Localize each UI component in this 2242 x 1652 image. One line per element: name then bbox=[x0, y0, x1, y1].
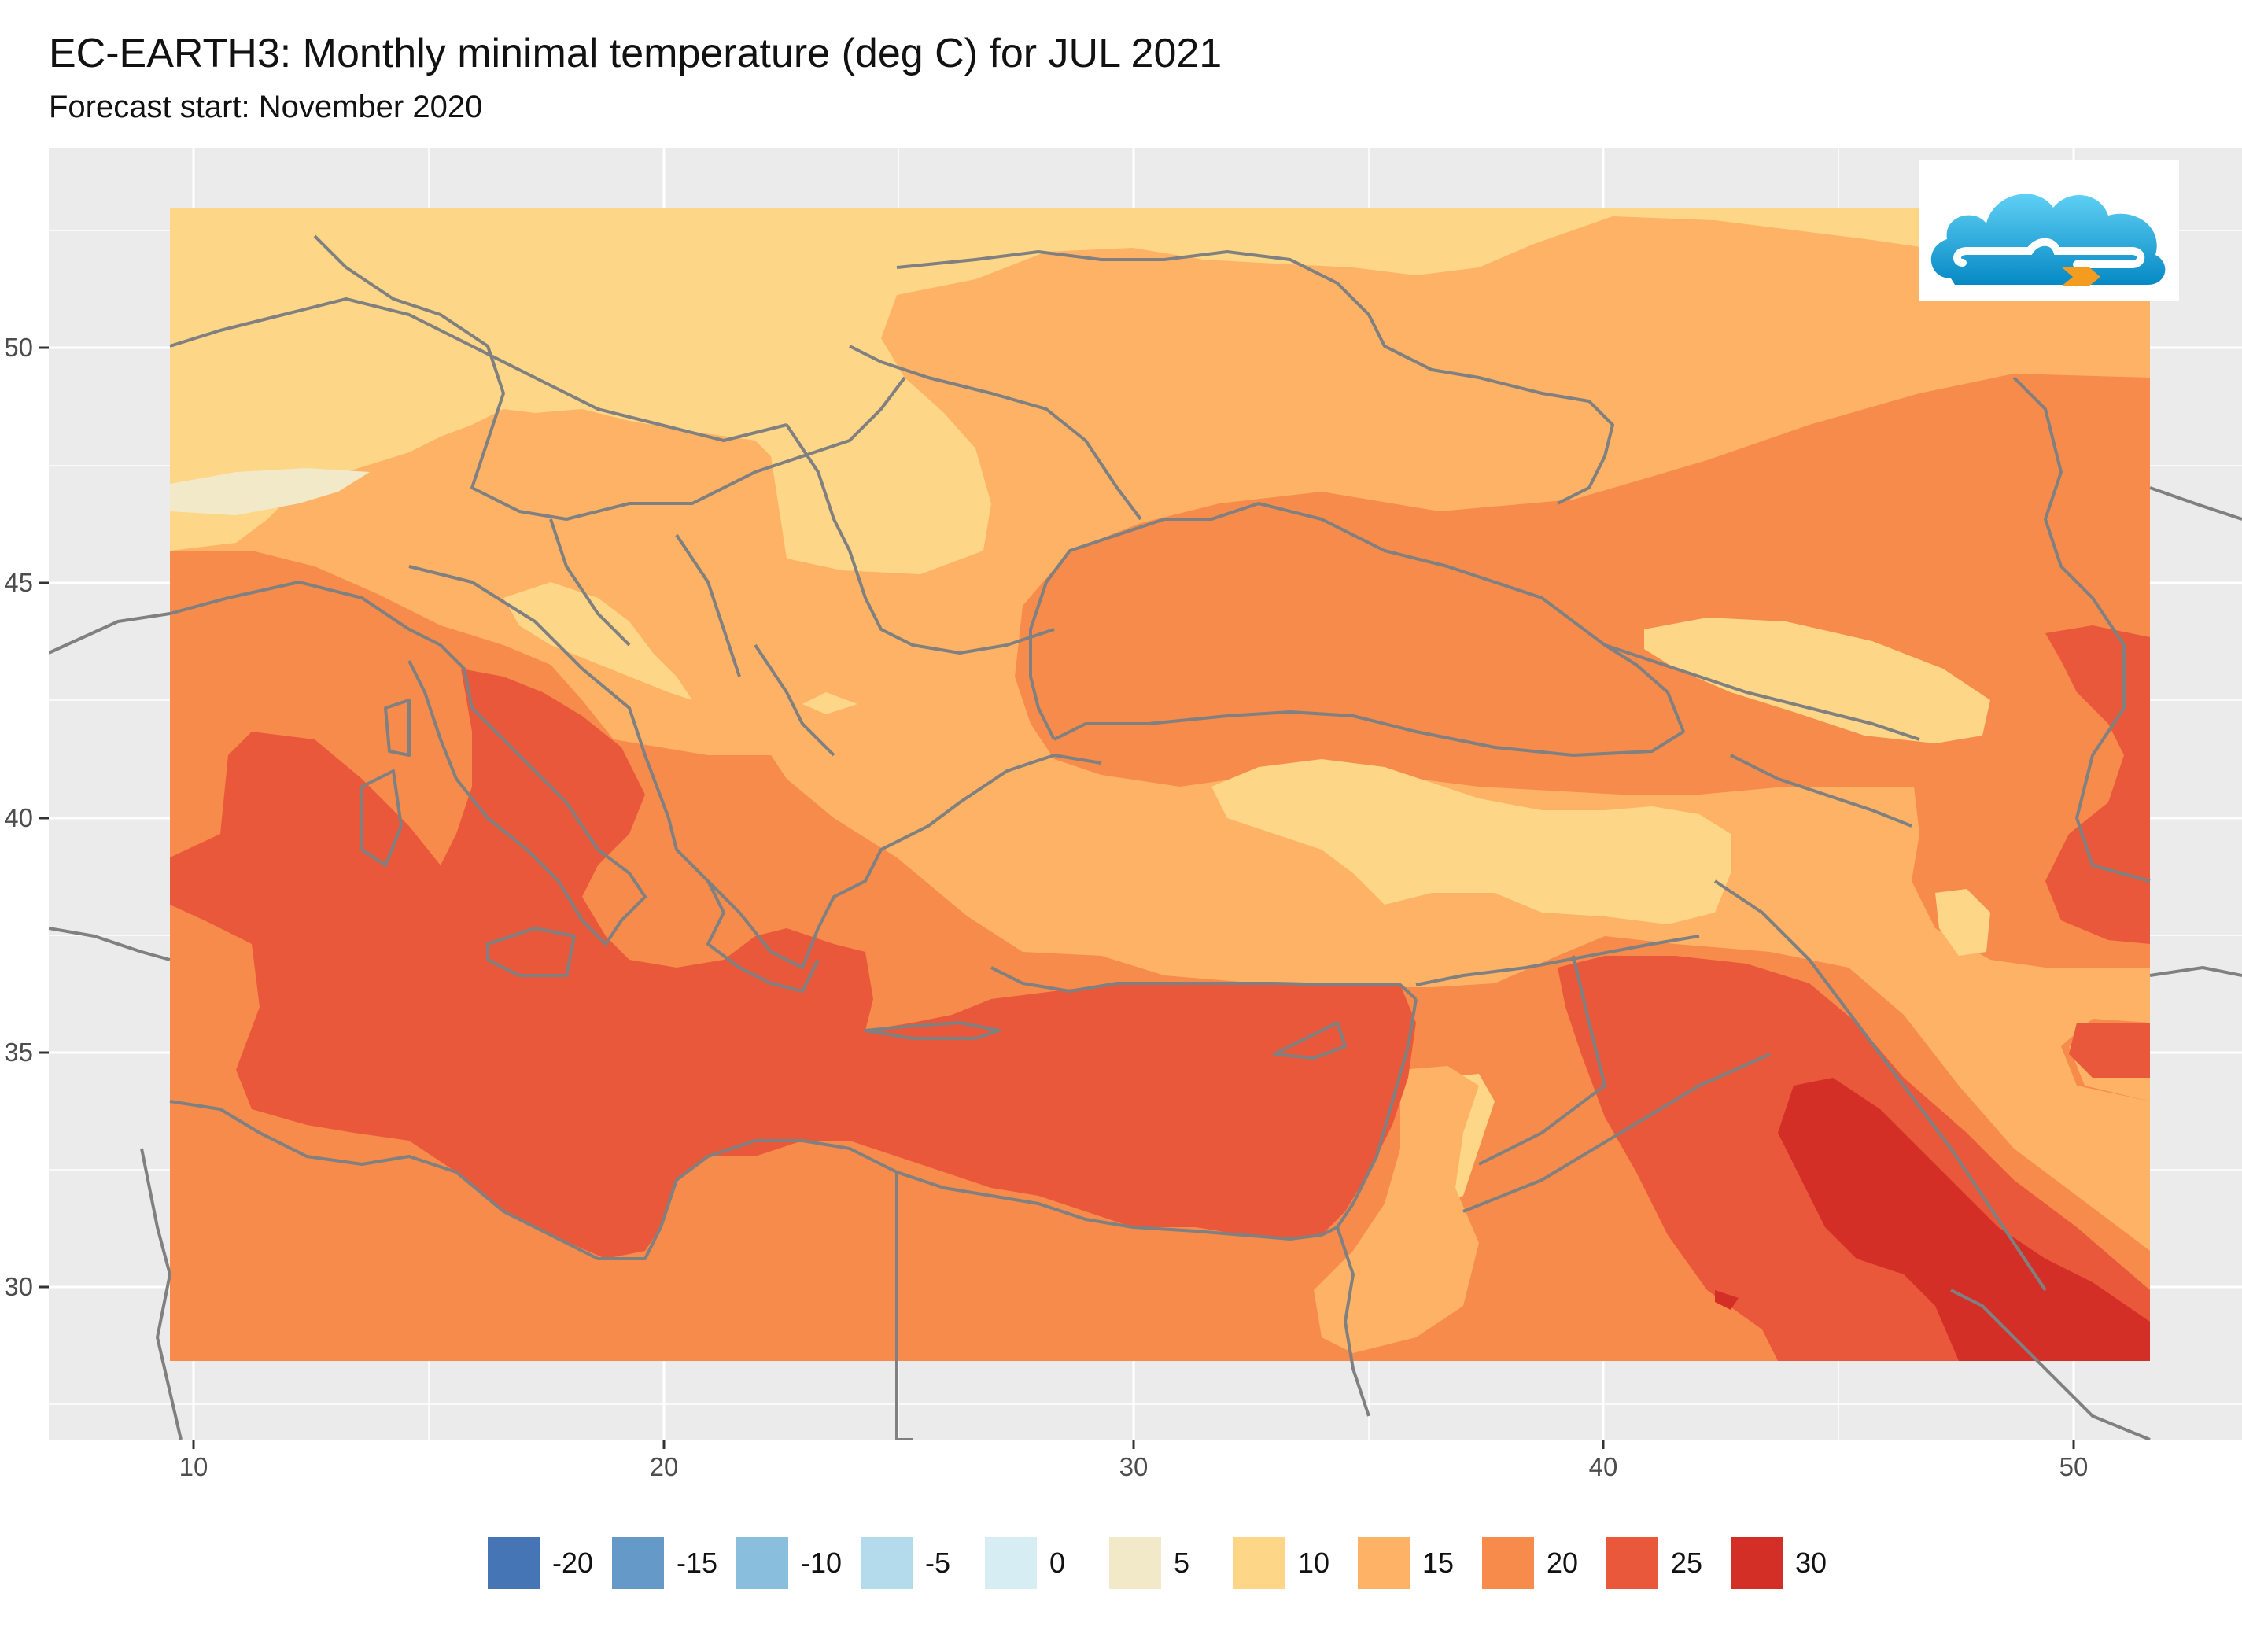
legend-label: 5 bbox=[1174, 1547, 1190, 1579]
legend-swatch bbox=[610, 1536, 666, 1591]
contour-30-small bbox=[1715, 1290, 1739, 1310]
legend-swatch bbox=[1232, 1536, 1287, 1591]
legend-label: -5 bbox=[925, 1547, 951, 1579]
y-tick-label: 45 bbox=[4, 568, 33, 597]
x-tick-label: 10 bbox=[179, 1452, 208, 1481]
temperature-contours bbox=[170, 208, 2150, 1361]
legend-swatch bbox=[1605, 1536, 1660, 1591]
x-axis-labels: 10 20 30 40 50 bbox=[179, 1452, 2089, 1481]
legend-item: 20 bbox=[1481, 1536, 1605, 1591]
legend-item: 25 bbox=[1605, 1536, 1729, 1591]
legend-label: 20 bbox=[1547, 1547, 1579, 1579]
legend-item: 30 bbox=[1729, 1536, 1853, 1591]
contour-10-dot bbox=[802, 692, 857, 714]
contour-25-corner bbox=[2069, 1023, 2150, 1078]
y-tick-label: 30 bbox=[4, 1272, 33, 1301]
legend-swatch bbox=[1729, 1536, 1784, 1591]
legend-swatch bbox=[1108, 1536, 1163, 1591]
legend-label: 25 bbox=[1671, 1547, 1703, 1579]
legend-item: -15 bbox=[610, 1536, 735, 1591]
contour-15-levant bbox=[1314, 1066, 1479, 1353]
cloud-logo-icon bbox=[1919, 160, 2179, 301]
legend-item: -20 bbox=[486, 1536, 610, 1591]
legend-item: 10 bbox=[1232, 1536, 1356, 1591]
legend-item: 0 bbox=[983, 1536, 1108, 1591]
legend-label: -10 bbox=[801, 1547, 843, 1579]
legend-swatch bbox=[1356, 1536, 1411, 1591]
contour-5 bbox=[170, 468, 370, 515]
y-axis-labels: 50 45 40 35 30 bbox=[4, 333, 33, 1301]
contour-30-gulf bbox=[1778, 1078, 2150, 1361]
contour-15-north bbox=[170, 208, 2150, 1251]
axis-ticks bbox=[39, 346, 2075, 1449]
legend-label: -15 bbox=[677, 1547, 718, 1579]
contour-10-caucasus bbox=[1644, 618, 1990, 743]
color-legend: -20 -15 -10 -5 0 5 10 15 20 25 30 bbox=[486, 1536, 1853, 1591]
legend-label: 0 bbox=[1049, 1547, 1066, 1579]
chart-subtitle: Forecast start: November 2020 bbox=[49, 90, 483, 124]
y-tick-label: 35 bbox=[4, 1038, 33, 1067]
legend-label: 30 bbox=[1795, 1547, 1827, 1579]
contour-10-balkans bbox=[503, 582, 692, 700]
x-tick-label: 50 bbox=[2059, 1452, 2089, 1481]
x-tick-label: 20 bbox=[650, 1452, 679, 1481]
legend-swatch bbox=[983, 1536, 1038, 1591]
legend-item: -5 bbox=[859, 1536, 983, 1591]
legend-label: 15 bbox=[1422, 1547, 1455, 1579]
x-tick-label: 40 bbox=[1589, 1452, 1618, 1481]
contour-10-iran bbox=[1935, 889, 1990, 956]
legend-swatch bbox=[735, 1536, 790, 1591]
legend-label: -20 bbox=[552, 1547, 594, 1579]
legend-swatch bbox=[1481, 1536, 1536, 1591]
contour-10-anatolia bbox=[1211, 759, 1731, 924]
legend-item: 5 bbox=[1108, 1536, 1232, 1591]
legend-item: 15 bbox=[1356, 1536, 1481, 1591]
legend-item: -10 bbox=[735, 1536, 859, 1591]
y-tick-label: 40 bbox=[4, 803, 33, 832]
x-tick-label: 30 bbox=[1119, 1452, 1149, 1481]
contour-10-north bbox=[170, 208, 2150, 574]
chart-title: EC-EARTH3: Monthly minimal temperature (… bbox=[49, 31, 1222, 76]
country-borders bbox=[49, 234, 2242, 1440]
y-tick-label: 50 bbox=[4, 333, 33, 362]
legend-label: 10 bbox=[1298, 1547, 1330, 1579]
legend-swatch bbox=[859, 1536, 914, 1591]
legend-swatch bbox=[486, 1536, 541, 1591]
